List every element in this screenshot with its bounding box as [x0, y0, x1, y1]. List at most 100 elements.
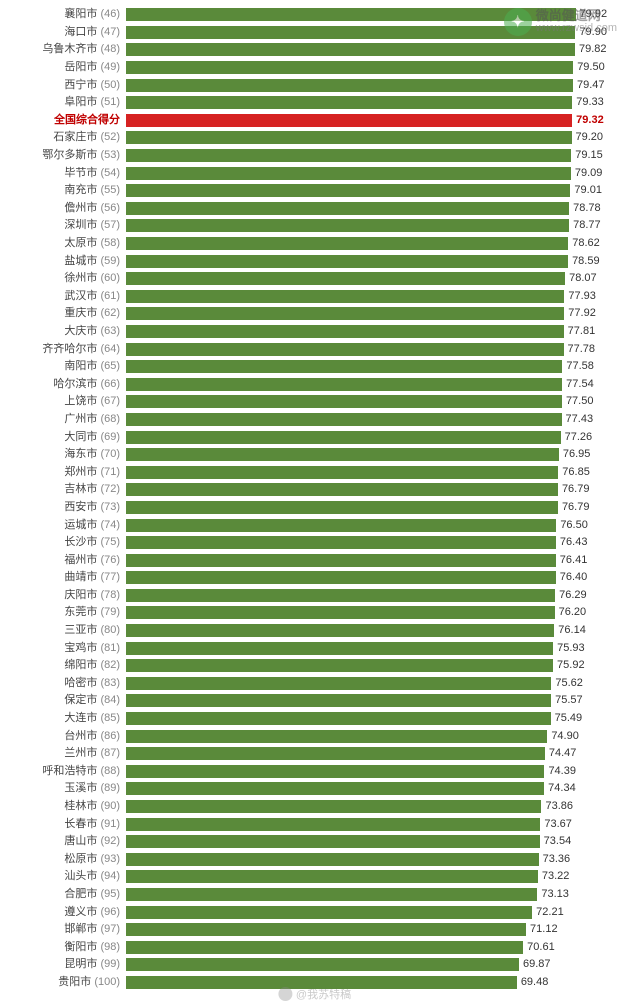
watermark-url: www.rzwsjd.com: [536, 23, 617, 35]
rank: (46): [100, 8, 120, 20]
chart-row: 曲靖市 (77)76.40: [0, 569, 629, 587]
bar-track: 78.78: [126, 200, 629, 218]
city-name: 台州市: [64, 730, 97, 742]
rank: (75): [100, 536, 120, 548]
bar-track: 76.14: [126, 622, 629, 640]
city-name: 保定市: [64, 694, 97, 706]
row-label: 运城市 (74): [0, 520, 126, 531]
city-name: 长春市: [64, 818, 97, 830]
bar: [126, 554, 556, 567]
bar-track: 74.39: [126, 763, 629, 781]
bar: [126, 360, 562, 373]
row-label: 岳阳市 (49): [0, 62, 126, 73]
city-name: 石家庄市: [53, 131, 97, 143]
chart-row: 上饶市 (67)77.50: [0, 393, 629, 411]
bar-track: 77.92: [126, 305, 629, 323]
value-label: 78.62: [568, 238, 600, 249]
city-name: 昆明市: [64, 958, 97, 970]
chart-row: 合肥市 (95)73.13: [0, 886, 629, 904]
value-label: 73.86: [541, 801, 573, 812]
bar: [126, 677, 551, 690]
city-name: 绵阳市: [64, 659, 97, 671]
rank: (68): [100, 413, 120, 425]
chart-row: 长沙市 (75)76.43: [0, 534, 629, 552]
bar-track: 74.34: [126, 780, 629, 798]
row-label: 海东市 (70): [0, 449, 126, 460]
bar: [126, 923, 526, 936]
value-label: 79.47: [573, 80, 605, 91]
rank: (56): [100, 202, 120, 214]
city-name: 全国综合得分: [54, 114, 120, 126]
city-name: 遵义市: [64, 906, 97, 918]
city-name: 唐山市: [64, 835, 97, 847]
rank: (72): [100, 483, 120, 495]
chart-row: 石家庄市 (52)79.20: [0, 129, 629, 147]
value-label: 72.21: [532, 907, 564, 918]
bar-track: 79.82: [126, 41, 629, 59]
row-label: 保定市 (84): [0, 695, 126, 706]
bar: [126, 255, 568, 268]
rank: (97): [100, 923, 120, 935]
rank: (51): [100, 96, 120, 108]
value-label: 76.43: [556, 537, 588, 548]
row-label: 台州市 (86): [0, 731, 126, 742]
chart-row: 深圳市 (57)78.77: [0, 217, 629, 235]
city-name: 广州市: [64, 413, 97, 425]
row-label: 哈密市 (83): [0, 678, 126, 689]
row-label: 玉溪市 (89): [0, 783, 126, 794]
bar-track: 76.40: [126, 569, 629, 587]
rank: (69): [100, 431, 120, 443]
value-label: 69.87: [519, 959, 551, 970]
watermark-text: 微尚健道网 www.rzwsjd.com: [536, 9, 617, 34]
row-label: 徐州市 (60): [0, 273, 126, 284]
value-label: 77.54: [562, 379, 594, 390]
city-name: 大同市: [64, 431, 97, 443]
rank: (59): [100, 255, 120, 267]
bar: [126, 307, 564, 320]
row-label: 贵阳市 (100): [0, 977, 126, 988]
row-label: 西安市 (73): [0, 502, 126, 513]
bar: [126, 96, 572, 109]
chart-row: 邯郸市 (97)71.12: [0, 921, 629, 939]
bar: [126, 395, 562, 408]
chart-row: 三亚市 (80)76.14: [0, 622, 629, 640]
value-label: 77.58: [562, 361, 594, 372]
bar-track: 76.95: [126, 446, 629, 464]
chart-row: 武汉市 (61)77.93: [0, 288, 629, 306]
bar-track: 73.22: [126, 868, 629, 886]
row-label: 上饶市 (67): [0, 396, 126, 407]
chart-row: 庆阳市 (78)76.29: [0, 587, 629, 605]
bar: [126, 466, 558, 479]
bar-track: 79.01: [126, 182, 629, 200]
rank: (80): [100, 624, 120, 636]
chart-row: 海东市 (70)76.95: [0, 446, 629, 464]
bar-track: 76.41: [126, 551, 629, 569]
bar: [126, 624, 554, 637]
bar-track: 76.50: [126, 516, 629, 534]
bar: [126, 501, 558, 514]
value-label: 77.26: [561, 432, 593, 443]
bar-track: 77.58: [126, 358, 629, 376]
value-label: 77.93: [564, 291, 596, 302]
chart-row: 阜阳市 (51)79.33: [0, 94, 629, 112]
bar: [126, 114, 572, 127]
row-label: 合肥市 (95): [0, 889, 126, 900]
chart-row: 乌鲁木齐市 (48)79.82: [0, 41, 629, 59]
chart-row: 徐州市 (60)78.07: [0, 270, 629, 288]
rank: (62): [100, 307, 120, 319]
city-name: 宝鸡市: [64, 642, 97, 654]
row-label: 福州市 (76): [0, 555, 126, 566]
rank: (90): [100, 800, 120, 812]
bar-track: 79.15: [126, 147, 629, 165]
bar-track: 77.81: [126, 323, 629, 341]
chart-row: 福州市 (76)76.41: [0, 551, 629, 569]
bar-track: 77.78: [126, 340, 629, 358]
bar: [126, 237, 568, 250]
bar-track: 75.57: [126, 692, 629, 710]
bar: [126, 325, 564, 338]
chart-row: 东莞市 (79)76.20: [0, 604, 629, 622]
city-name: 儋州市: [64, 202, 97, 214]
rank: (79): [100, 606, 120, 618]
bar: [126, 43, 575, 56]
bar: [126, 606, 555, 619]
